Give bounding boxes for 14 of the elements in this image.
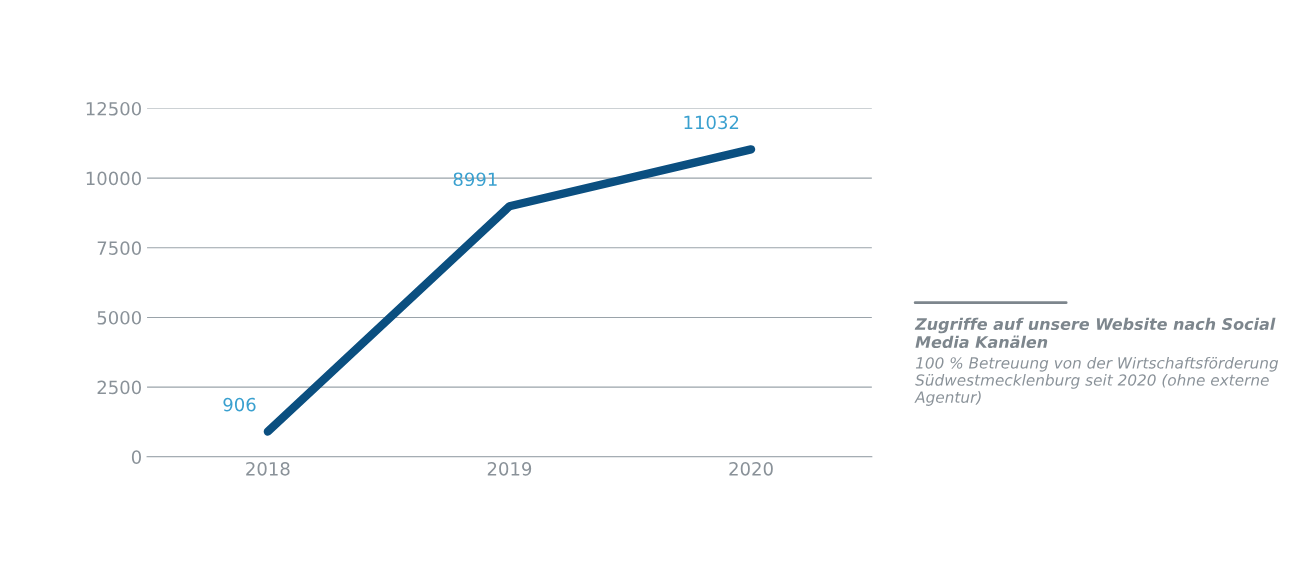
y-tick-label: 12500 [86,101,141,116]
data-label: 906 [223,397,256,412]
y-tick-label: 0 [131,450,141,464]
data-label: 11032 [684,115,739,130]
y-tick-label: 7500 [97,241,141,255]
y-tick-label: 2500 [97,380,141,395]
y-tick-label: 5000 [97,310,141,325]
data-label: 8991 [453,172,497,187]
x-tick-label: 2018 [246,461,290,476]
y-tick-label: 10000 [86,171,141,186]
text: 100 % Betreuung von der Wirtschaftsförderung Südwestmecklenburg seit 2020 (ohne externe Agentur) [914,356,1279,406]
text: Zugriffe auf unsere Website nach Social Media Kanälen [914,317,1276,349]
x-tick-label: 2020 [729,461,773,476]
x-tick-label: 2019 [487,461,532,476]
